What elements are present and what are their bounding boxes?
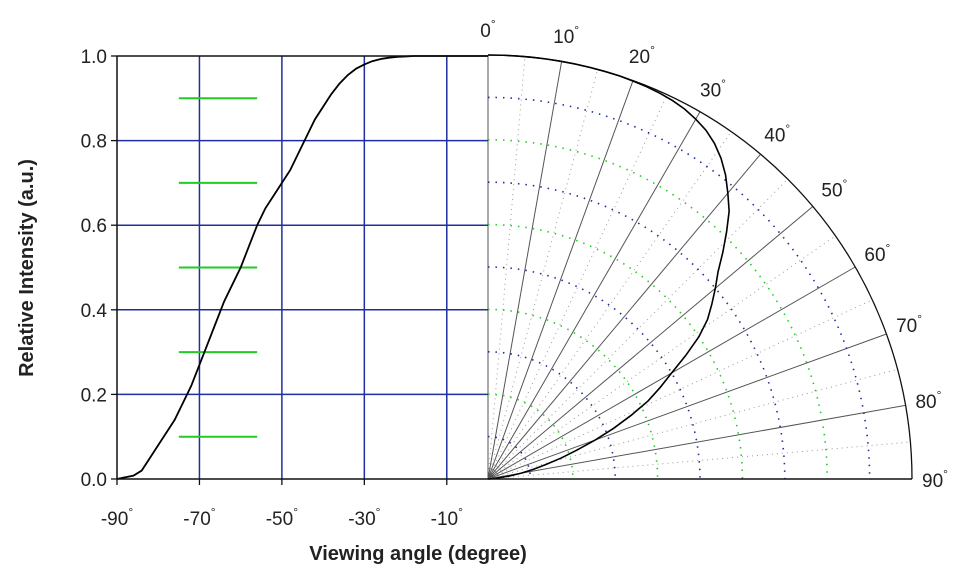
polar-ring: [487, 266, 701, 480]
x-tick-label: -90°: [101, 505, 133, 530]
polar-ring: [487, 181, 786, 480]
y-tick-label: 0.4: [81, 301, 108, 322]
polar-tick-labels: 0° 10° 20° 30° 40° 50° 60° 70° 80° 90°: [480, 17, 948, 492]
x-tick-label: -50°: [266, 505, 298, 530]
polar-ray: [487, 333, 887, 480]
y-tick-labels: 0.0 0.2 0.4 0.6 0.8 1.0: [81, 47, 108, 491]
polar-ray: [487, 206, 814, 480]
rectangular-grid: [117, 56, 488, 479]
polar-tick-label: 10°: [553, 23, 579, 48]
y-tick-label: 0.0: [81, 470, 107, 491]
y-tick-label: 0.6: [81, 216, 107, 237]
polar-tick-label: 80°: [915, 388, 941, 413]
x-tick-labels: -90° -70° -50° -30° -10°: [101, 505, 463, 530]
x-tick-label: -10°: [431, 505, 463, 530]
polar-minor-ray: [487, 94, 668, 480]
polar-tick-label: 60°: [864, 241, 890, 266]
polar-minor-ray: [487, 235, 836, 480]
x-axis-title: Viewing angle (degree): [309, 543, 526, 565]
polar-tick-label: 20°: [629, 43, 655, 68]
polar-intensity-curve: [487, 54, 730, 480]
polar-tick-label: 70°: [896, 312, 922, 337]
y-tick-label: 1.0: [81, 47, 107, 68]
polar-minor-ray: [487, 131, 732, 480]
polar-ray: [487, 80, 634, 480]
polar-tick-label: 0°: [480, 17, 496, 42]
polar-minor-ray: [487, 299, 873, 480]
x-tick-label: -70°: [183, 505, 215, 530]
polar-minor-ray: [487, 69, 599, 480]
polar-minor-ray: [487, 56, 526, 480]
polar-ray: [487, 61, 563, 480]
polar-minor-ray: [487, 441, 911, 480]
axes-frame: [111, 55, 912, 485]
reference-dashes: [178, 97, 258, 438]
polar-ray: [487, 153, 761, 480]
polar-tick-label: 30°: [700, 76, 726, 101]
x-tick-label: -30°: [348, 505, 380, 530]
polar-tick-label: 90°: [922, 467, 948, 492]
intensity-curve: [116, 55, 488, 480]
polar-ray: [487, 404, 906, 480]
y-axis-title: Relative Intensity (a.u.): [16, 159, 38, 377]
y-tick-label: 0.8: [81, 132, 107, 153]
polar-ray: [487, 111, 701, 480]
intensity-curve-group: [116, 55, 488, 480]
polar-plot: [487, 54, 913, 480]
polar-tick-label: 40°: [764, 121, 790, 146]
polar-tick-label: 50°: [821, 177, 847, 202]
y-tick-label: 0.2: [81, 385, 107, 406]
polar-ring: [487, 435, 532, 480]
polar-minor-ray: [487, 178, 789, 480]
